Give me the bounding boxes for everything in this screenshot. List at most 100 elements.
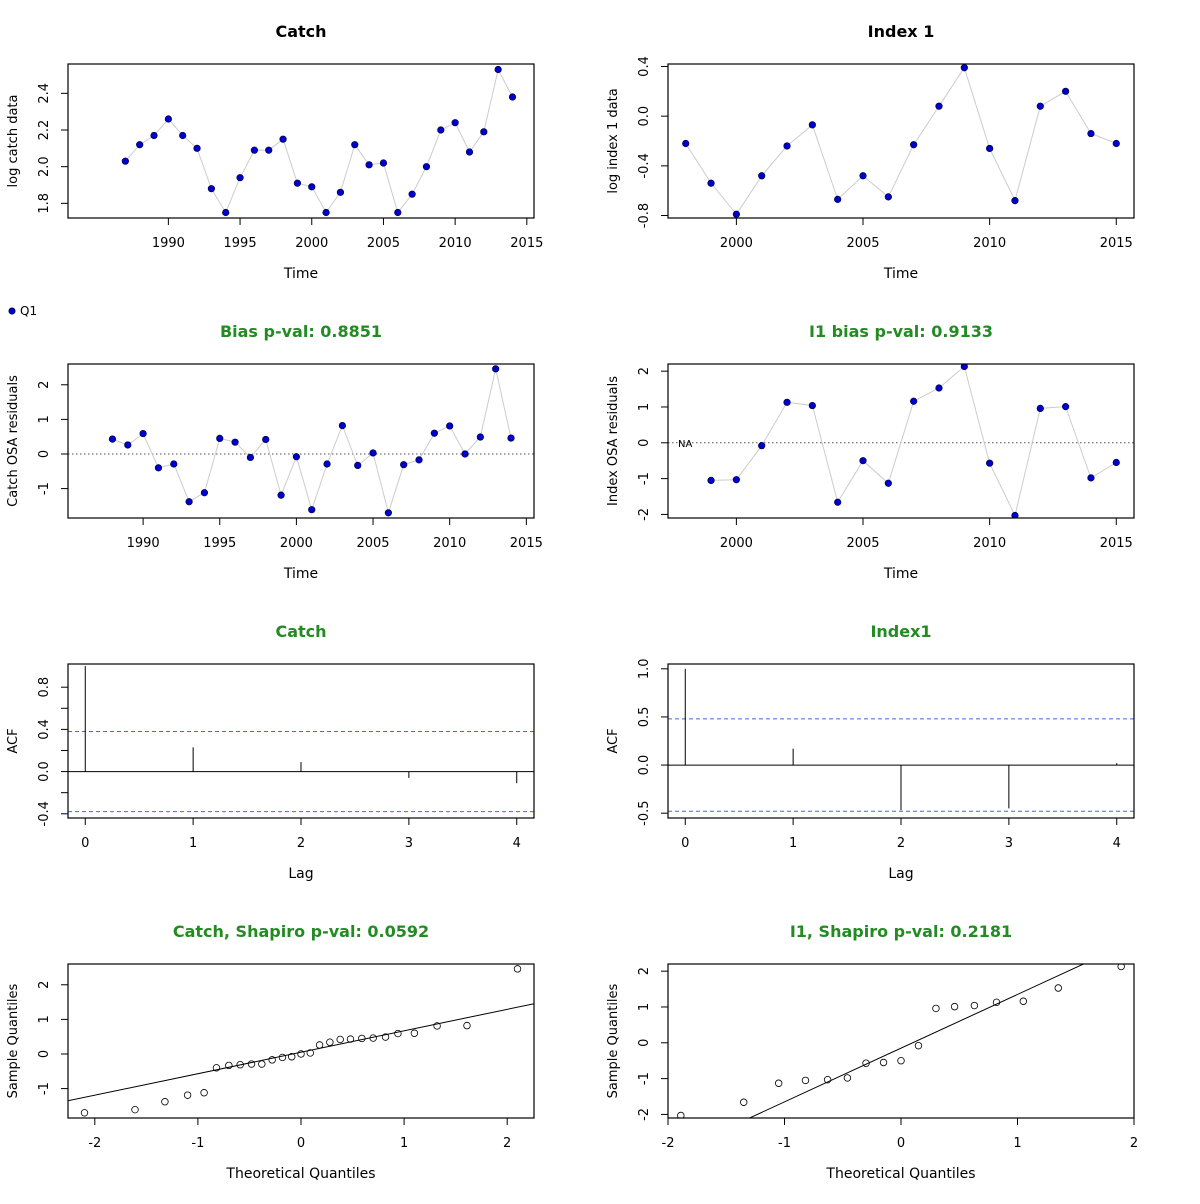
- x-tick-label: 2005: [367, 236, 400, 251]
- x-axis-label: Theoretical Quantiles: [825, 1166, 975, 1182]
- data-point: [247, 454, 254, 461]
- data-point: [466, 149, 473, 156]
- data-point: [308, 506, 315, 513]
- y-axis-label: ACF: [606, 728, 621, 753]
- data-point: [293, 453, 300, 460]
- qq-point: [347, 1036, 354, 1043]
- data-point: [337, 189, 344, 196]
- data-point: [758, 172, 765, 179]
- data-point: [124, 442, 131, 449]
- x-tick-label: -1: [778, 1136, 791, 1151]
- x-tick-label: 2010: [439, 236, 472, 251]
- qq-point: [915, 1042, 922, 1049]
- x-tick-label: 2015: [1100, 536, 1133, 551]
- qq-point: [844, 1075, 851, 1082]
- panel-title: Bias p-val: 0.8851: [220, 322, 382, 341]
- data-point: [860, 457, 867, 464]
- panel-title: Index1: [870, 622, 931, 641]
- data-point: [708, 180, 715, 187]
- qq-point: [880, 1059, 887, 1066]
- qq-point: [395, 1030, 402, 1037]
- x-tick-label: -2: [88, 1136, 101, 1151]
- y-tick-label: 2.0: [37, 156, 52, 177]
- x-axis-label: Lag: [288, 866, 313, 882]
- plot-frame: [668, 964, 1134, 1118]
- panel-7: Catch, Shapiro p-val: 0.0592Theoretical …: [0, 922, 637, 1182]
- data-point: [216, 435, 223, 442]
- series-line: [711, 367, 1116, 516]
- data-point: [936, 103, 943, 110]
- data-point: [140, 430, 147, 437]
- y-tick-label: -1: [37, 1082, 52, 1095]
- data-point: [1062, 88, 1069, 95]
- data-point: [136, 141, 143, 148]
- y-tick-label: 0: [637, 439, 652, 447]
- panel-title: I1 bias p-val: 0.9133: [809, 322, 993, 341]
- data-point: [201, 489, 208, 496]
- x-axis-label: Time: [283, 566, 318, 582]
- x-tick-label: 3: [1005, 836, 1013, 851]
- y-tick-label: 2: [37, 981, 52, 989]
- x-tick-label: 2: [297, 836, 305, 851]
- legend-label: Q1: [20, 304, 37, 318]
- x-tick-label: 1: [189, 836, 197, 851]
- x-tick-label: 2005: [846, 536, 879, 551]
- y-tick-label: -0.4: [37, 801, 52, 826]
- qq-point: [327, 1039, 334, 1046]
- qq-point: [201, 1089, 208, 1096]
- data-point: [438, 127, 445, 134]
- x-tick-label: 1995: [203, 536, 236, 551]
- data-point: [324, 461, 331, 468]
- data-point: [165, 116, 172, 123]
- y-tick-label: 0: [637, 1039, 652, 1047]
- x-tick-label: 1: [400, 1136, 408, 1151]
- data-point: [265, 147, 272, 154]
- data-point: [1062, 403, 1069, 410]
- plot-area: [68, 666, 534, 812]
- data-point: [323, 209, 330, 216]
- data-point: [262, 436, 269, 443]
- qq-point: [1055, 985, 1062, 992]
- qq-point: [279, 1054, 286, 1061]
- y-axis-label: Index OSA residuals: [606, 376, 621, 506]
- data-point: [809, 402, 816, 409]
- qq-point: [411, 1030, 418, 1037]
- qq-point: [184, 1092, 191, 1099]
- y-tick-label: 1: [637, 403, 652, 411]
- data-point: [446, 423, 453, 430]
- data-point: [481, 129, 488, 136]
- data-point: [860, 172, 867, 179]
- y-tick-label: 2.2: [37, 120, 52, 141]
- x-tick-label: 2: [897, 836, 905, 851]
- y-tick-label: 1.0: [637, 658, 652, 679]
- data-point: [170, 461, 177, 468]
- x-tick-label: 3: [405, 836, 413, 851]
- data-point: [708, 477, 715, 484]
- qq-point: [259, 1061, 266, 1068]
- x-tick-label: 2005: [846, 236, 879, 251]
- x-axis-label: Lag: [888, 866, 913, 882]
- x-tick-label: 1: [1013, 1136, 1021, 1151]
- x-tick-label: 1990: [127, 536, 160, 551]
- y-tick-label: 0: [37, 1050, 52, 1058]
- data-point: [885, 194, 892, 201]
- x-tick-label: 0: [897, 1136, 905, 1151]
- x-tick-label: 2000: [280, 536, 313, 551]
- plot-frame: [68, 364, 534, 518]
- data-point: [179, 132, 186, 139]
- data-point: [385, 510, 392, 517]
- x-tick-label: 2005: [356, 536, 389, 551]
- y-tick-label: 2: [637, 367, 652, 375]
- y-axis-label: Sample Quantiles: [6, 983, 21, 1098]
- x-tick-label: 0: [297, 1136, 305, 1151]
- x-tick-label: 2015: [1100, 236, 1133, 251]
- x-tick-label: -1: [191, 1136, 204, 1151]
- data-point: [509, 94, 516, 101]
- qq-point: [1020, 998, 1027, 1005]
- qq-point: [81, 1110, 88, 1117]
- y-axis-label: log index 1 data: [606, 88, 621, 193]
